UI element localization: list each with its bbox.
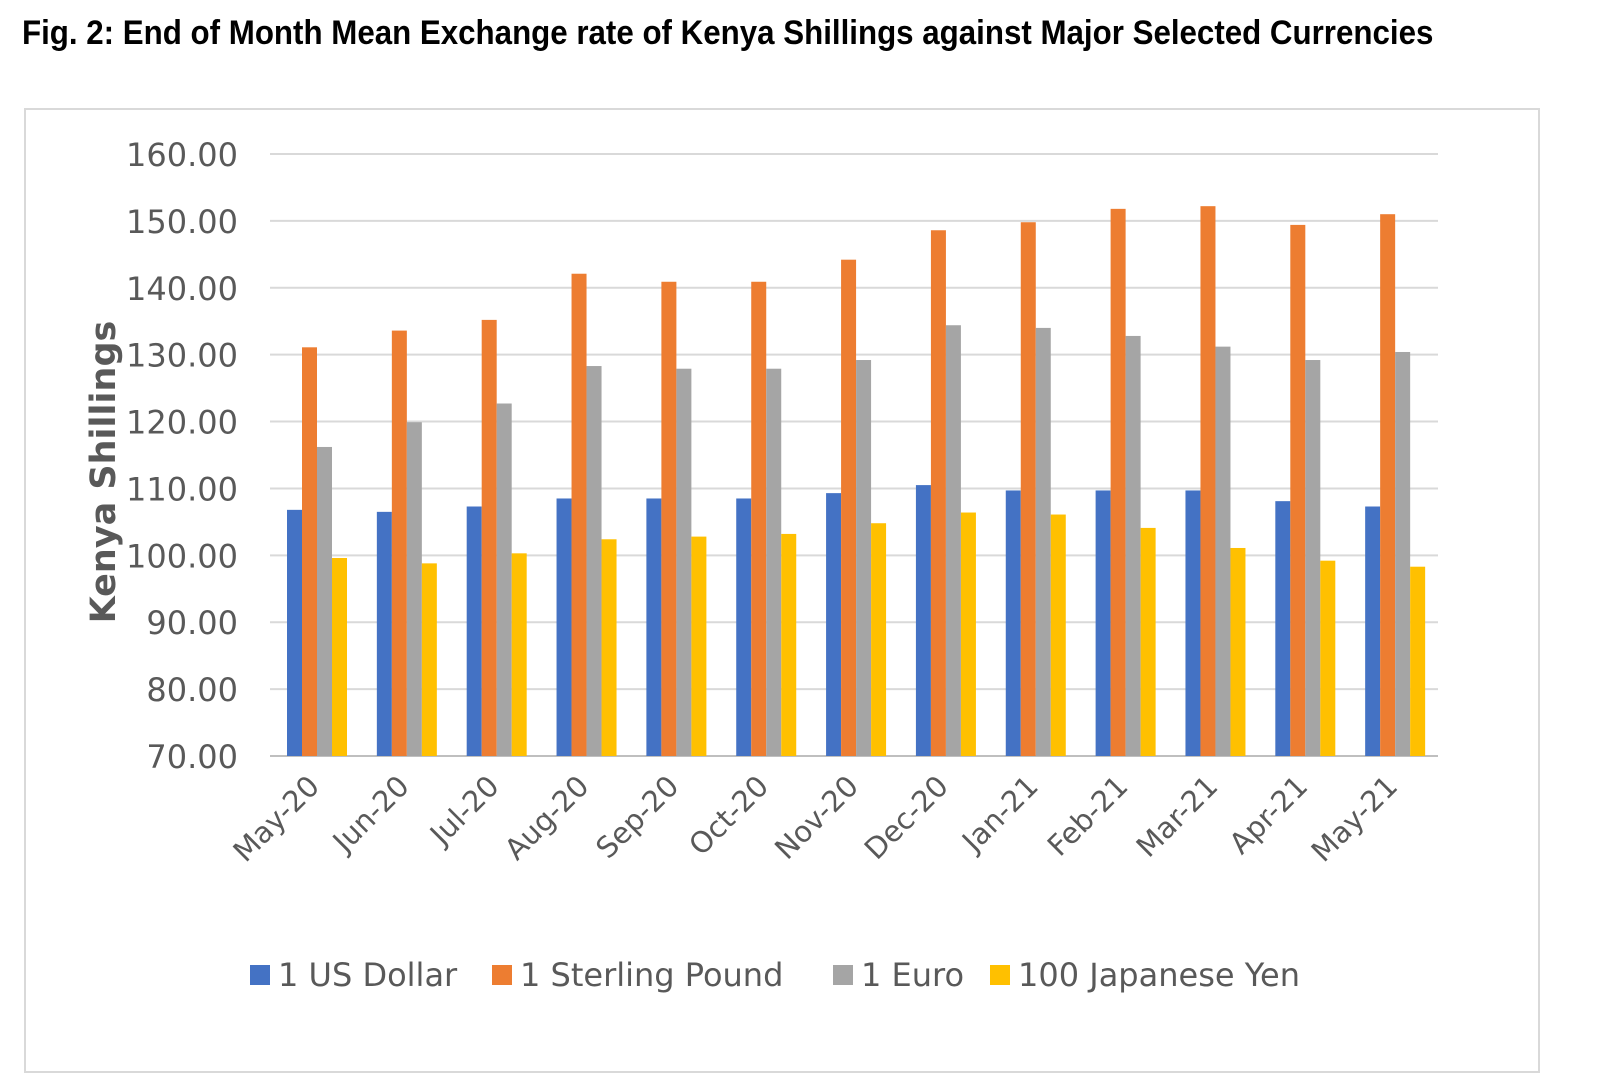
bar-1-us-dollar: [1095, 490, 1111, 756]
bar-1-euro: [766, 368, 782, 756]
legend-label: 1 Sterling Pound: [520, 956, 783, 994]
y-tick-label: 90.00: [146, 604, 238, 642]
bar-1-sterling-pound: [391, 330, 407, 756]
x-category-label: Dec-20: [858, 769, 955, 866]
x-category-label: Nov-20: [768, 769, 865, 866]
x-category-label: Apr-21: [1223, 769, 1315, 861]
bar-100-japanese-yen: [332, 558, 347, 756]
y-tick-label: 80.00: [146, 671, 238, 709]
bar-1-euro: [317, 446, 332, 756]
bar-100-japanese-yen: [871, 523, 887, 756]
x-category-label: May-21: [1305, 769, 1405, 869]
bar-1-euro: [676, 368, 692, 756]
bar-1-sterling-pound: [930, 230, 946, 757]
legend-swatch: [492, 965, 512, 985]
bar-1-euro: [1215, 346, 1231, 756]
legend-label: 1 Euro: [861, 956, 964, 994]
figure-title: Fig. 2: End of Month Mean Exchange rate …: [22, 14, 1434, 52]
bar-1-euro: [496, 403, 512, 756]
x-category-label: Sep-20: [589, 769, 685, 865]
bar-1-sterling-pound: [1380, 214, 1396, 756]
bar-1-us-dollar: [1275, 501, 1291, 756]
y-tick-label: 130.00: [126, 337, 238, 375]
bar-1-sterling-pound: [481, 319, 497, 756]
y-axis-ticks: 70.00 80.00 90.00 100.00 110.00 120.00 130.00 1…: [126, 136, 238, 776]
bar-1-euro: [1035, 327, 1051, 756]
y-tick-label: 100.00: [126, 537, 238, 575]
bars: [287, 206, 1426, 757]
bar-1-sterling-pound: [1290, 224, 1306, 756]
bar-100-japanese-yen: [511, 553, 527, 756]
bar-1-euro: [586, 366, 602, 756]
bar-100-japanese-yen: [960, 512, 976, 756]
x-axis-categories: May-20 Jun-20 Jul-20Aug-20Sep-20Oct-20Nov-…: [226, 769, 1404, 869]
x-category-label: Jan-21: [954, 769, 1045, 860]
y-axis-title: Kenya Shillings: [84, 321, 124, 624]
y-tick-label: 120.00: [126, 404, 238, 442]
x-category-label: May-20: [226, 769, 326, 869]
x-category-label: Aug-20: [498, 769, 596, 867]
bar-100-japanese-yen: [1320, 560, 1336, 756]
bar-1-sterling-pound: [661, 281, 677, 756]
x-category-label: Mar-21: [1129, 769, 1224, 864]
bar-1-sterling-pound: [571, 273, 587, 756]
bar-1-euro: [1395, 351, 1411, 756]
bar-1-sterling-pound: [302, 347, 317, 756]
bar-1-sterling-pound: [841, 259, 857, 756]
bar-100-japanese-yen: [1410, 566, 1426, 756]
x-category-label: Jun-20: [325, 769, 416, 860]
bar-1-us-dollar: [376, 511, 392, 756]
legend-swatch: [833, 965, 853, 985]
bar-100-japanese-yen: [601, 539, 617, 756]
bar-1-euro: [856, 360, 872, 756]
legend: 1 US Dollar 1 Sterling Pound 1 Euro 100 Jap…: [250, 956, 1300, 994]
bar-1-us-dollar: [1005, 490, 1021, 756]
bar-1-us-dollar: [826, 493, 842, 756]
legend-label: 100 Japanese Yen: [1018, 956, 1300, 994]
y-tick-label: 70.00: [146, 738, 238, 776]
bar-1-us-dollar: [287, 509, 302, 756]
legend-label: 1 US Dollar: [278, 956, 458, 994]
bar-1-us-dollar: [1365, 506, 1381, 756]
bar-1-us-dollar: [1185, 490, 1201, 756]
bar-1-sterling-pound: [1110, 208, 1126, 757]
y-tick-label: 150.00: [126, 203, 238, 241]
bar-1-us-dollar: [736, 498, 752, 756]
bar-1-us-dollar: [556, 498, 572, 756]
bar-100-japanese-yen: [781, 533, 797, 756]
bar-1-sterling-pound: [1020, 222, 1036, 756]
bar-1-sterling-pound: [1200, 206, 1216, 756]
x-category-label: Feb-21: [1041, 769, 1135, 863]
legend-swatch: [990, 965, 1010, 985]
x-category-label: Oct-20: [682, 769, 775, 862]
bar-1-sterling-pound: [751, 281, 767, 756]
bar-100-japanese-yen: [1050, 514, 1066, 756]
bar-1-us-dollar: [915, 485, 931, 756]
bar-1-euro: [406, 422, 422, 756]
bar-1-euro: [1125, 335, 1141, 756]
x-category-label: Jul-20: [422, 769, 506, 853]
bar-1-us-dollar: [466, 506, 482, 756]
y-tick-label: 160.00: [126, 136, 238, 174]
y-tick-label: 140.00: [126, 270, 238, 308]
legend-swatch: [250, 965, 270, 985]
y-tick-label: 110.00: [126, 470, 238, 508]
bar-100-japanese-yen: [1140, 527, 1156, 756]
bar-100-japanese-yen: [691, 536, 707, 756]
bar-100-japanese-yen: [421, 563, 437, 756]
bar-1-euro: [1305, 360, 1321, 756]
bar-1-euro: [945, 325, 961, 756]
bar-1-us-dollar: [646, 498, 662, 756]
bar-100-japanese-yen: [1230, 547, 1246, 756]
